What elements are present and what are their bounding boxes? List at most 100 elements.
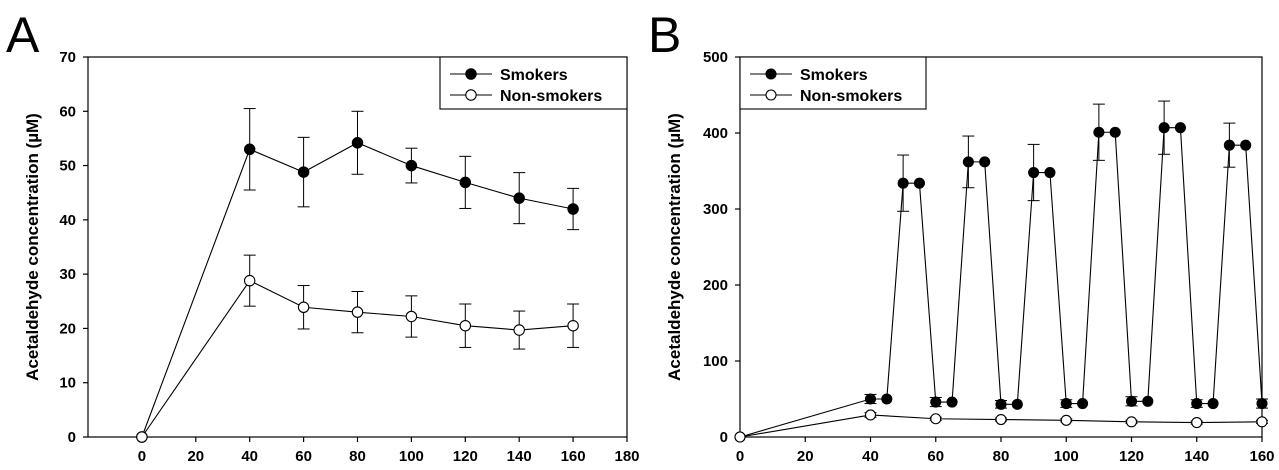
series-smokers [734, 100, 1268, 443]
data-point [1223, 139, 1235, 151]
data-point [734, 431, 746, 443]
y-tick-label: 70 [59, 49, 76, 66]
data-point [297, 166, 310, 178]
data-point [567, 203, 579, 215]
data-point [243, 274, 256, 287]
legend: Smokers Non-smokers [739, 56, 927, 110]
data-point [995, 398, 1007, 410]
data-point [1044, 166, 1056, 179]
series-line [141, 279, 574, 438]
legend-marker-filled [765, 68, 777, 80]
y-tick-label: 0 [68, 429, 76, 446]
data-point [351, 137, 364, 149]
y-tick-label: 400 [703, 125, 728, 142]
data-point [459, 176, 472, 189]
data-point [297, 301, 310, 314]
panel-letter-a: A [6, 7, 40, 63]
x-tick-label: 40 [862, 448, 879, 465]
y-tick-label: 50 [59, 158, 76, 175]
data-point [1077, 398, 1089, 410]
data-point [946, 396, 958, 408]
data-point [1142, 395, 1154, 407]
series-non-smokers [136, 254, 580, 443]
data-point [1256, 398, 1268, 410]
data-point [930, 396, 942, 408]
data-point [897, 177, 909, 189]
x-tick-label: 60 [295, 448, 312, 465]
x-tick-label: 160 [1249, 448, 1274, 465]
x-tick-label: 180 [614, 448, 639, 465]
data-point [459, 319, 472, 332]
data-point [1240, 139, 1252, 151]
data-point [513, 192, 525, 204]
data-point [881, 393, 893, 405]
data-point [1174, 122, 1186, 134]
data-point [136, 431, 148, 443]
panel-letter-b: B [648, 7, 681, 63]
data-point [979, 156, 991, 168]
data-point [1060, 398, 1072, 410]
x-tick-label: 40 [241, 448, 258, 465]
y-tick-label: 30 [59, 266, 76, 283]
x-tick-label: 160 [561, 448, 586, 465]
x-tick-label: 80 [349, 448, 366, 465]
y-tick-label: 10 [59, 375, 76, 392]
x-tick-label: 0 [736, 448, 744, 465]
series-line [739, 414, 1263, 438]
y-tick-label: 20 [59, 320, 76, 337]
legend: Smokers Non-smokers [439, 56, 628, 110]
x-tick-label: 100 [399, 448, 424, 465]
data-point [405, 159, 418, 172]
legend-label: Non-smokers [500, 88, 602, 105]
legend-label: Smokers [800, 67, 868, 84]
y-tick-label: 200 [703, 277, 728, 294]
series-smokers [136, 108, 580, 443]
plot-frame [739, 56, 1263, 438]
x-tick-label: 140 [507, 448, 532, 465]
data-point [930, 413, 942, 425]
x-tick-label: 100 [1054, 448, 1079, 465]
chart-b: 0 20 40 60 80 100 120 140 160 0 100 200 300 400 500 Ace… [665, 49, 1275, 465]
data-point [1011, 398, 1023, 410]
data-point [405, 310, 418, 323]
y-tick-label: 40 [59, 212, 76, 229]
legend-marker-filled [465, 68, 477, 80]
y-tick-label: 100 [703, 353, 728, 370]
data-point [864, 393, 877, 405]
data-point [1125, 395, 1138, 407]
data-point [1158, 122, 1170, 134]
data-point [243, 143, 256, 156]
data-point [913, 177, 925, 189]
data-point [567, 319, 579, 332]
legend-marker-open [465, 89, 477, 101]
series-non-smokers [734, 409, 1268, 443]
legend-label: Non-smokers [800, 88, 902, 105]
legend-box [439, 56, 628, 110]
x-tick-label: 120 [453, 448, 478, 465]
y-tick-label: 0 [720, 429, 728, 446]
y-tick-label: 500 [703, 49, 728, 66]
y-tick-label: 300 [703, 201, 728, 218]
data-point [962, 156, 974, 168]
data-point [1060, 414, 1072, 426]
x-tick-label: 120 [1119, 448, 1144, 465]
data-point [995, 413, 1007, 426]
y-axis-label: Acetaldehyde concentration (µM) [23, 113, 42, 381]
data-point [1256, 416, 1268, 428]
data-point [513, 324, 525, 336]
chart-a: 0 20 40 60 80 100 120 140 160 180 0 10 20 30 40 50 60 70 A… [23, 49, 640, 465]
data-point [1109, 126, 1121, 138]
data-point [351, 306, 364, 318]
legend-marker-open [765, 89, 777, 101]
y-tick-label: 60 [59, 103, 76, 120]
data-point [864, 409, 877, 421]
x-tick-label: 0 [138, 448, 146, 465]
data-point [1207, 398, 1219, 410]
data-point [1125, 416, 1138, 428]
legend-label: Smokers [500, 67, 568, 84]
series-line [141, 142, 574, 438]
data-point [1028, 166, 1040, 179]
data-point [1093, 126, 1105, 138]
x-tick-label: 20 [187, 448, 204, 465]
x-tick-label: 60 [927, 448, 944, 465]
